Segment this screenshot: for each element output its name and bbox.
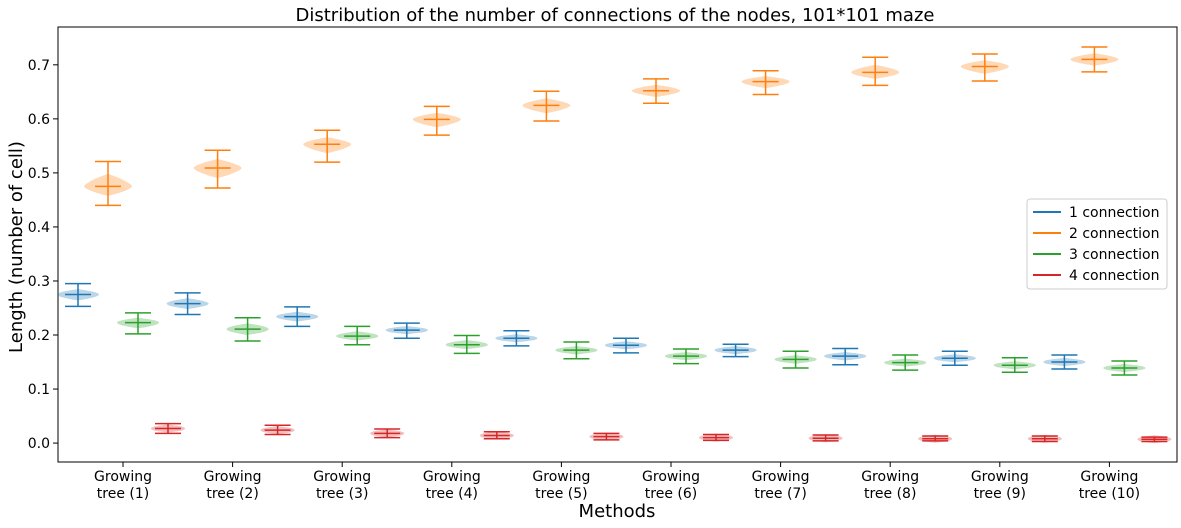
legend: 1 connection 2 connection 3 connection 4 co… <box>1026 198 1168 290</box>
legend-frame <box>1026 198 1168 290</box>
x-tick-label: Growing tree (5) <box>532 469 590 502</box>
y-axis-label: Length (number of cell) <box>6 141 27 353</box>
y-tick-label: 0.4 <box>28 220 50 236</box>
y-tick-label: 0.2 <box>28 328 50 344</box>
x-tick-label: Growing tree (2) <box>204 469 262 502</box>
x-tick-label: Growing tree (10) <box>1079 469 1140 502</box>
chart-title: Distribution of the number of connection… <box>296 5 935 26</box>
y-tick-label: 0.0 <box>28 436 50 452</box>
x-axis-label: Methods <box>579 501 656 522</box>
y-tick-label: 0.5 <box>28 166 50 182</box>
legend-entry: 1 connection <box>1069 205 1160 221</box>
plot-frame <box>57 26 1178 463</box>
x-tick-label: Growing tree (9) <box>971 469 1029 502</box>
x-tick-label: Growing tree (4) <box>423 469 481 502</box>
x-tick-label: Growing tree (1) <box>94 469 152 502</box>
y-tick-label: 0.6 <box>28 112 50 128</box>
x-tick-label: Growing tree (7) <box>752 469 810 502</box>
x-tick-label: Growing tree (3) <box>313 469 371 502</box>
y-tick-label: 0.7 <box>28 58 50 74</box>
y-tick-label: 0.3 <box>28 274 50 290</box>
legend-entry: 3 connection <box>1069 247 1160 263</box>
plot-area: 0.0 0.1 0.2 0.3 0.4 0.5 0.6 0.7 Growing tree (1) G… <box>28 26 1178 502</box>
legend-entry: 2 connection <box>1069 226 1160 242</box>
x-tick-label: Growing tree (6) <box>642 469 700 502</box>
y-tick-label: 0.1 <box>28 382 50 398</box>
legend-entry: 4 connection <box>1069 268 1160 284</box>
x-tick-label: Growing tree (8) <box>861 469 919 502</box>
